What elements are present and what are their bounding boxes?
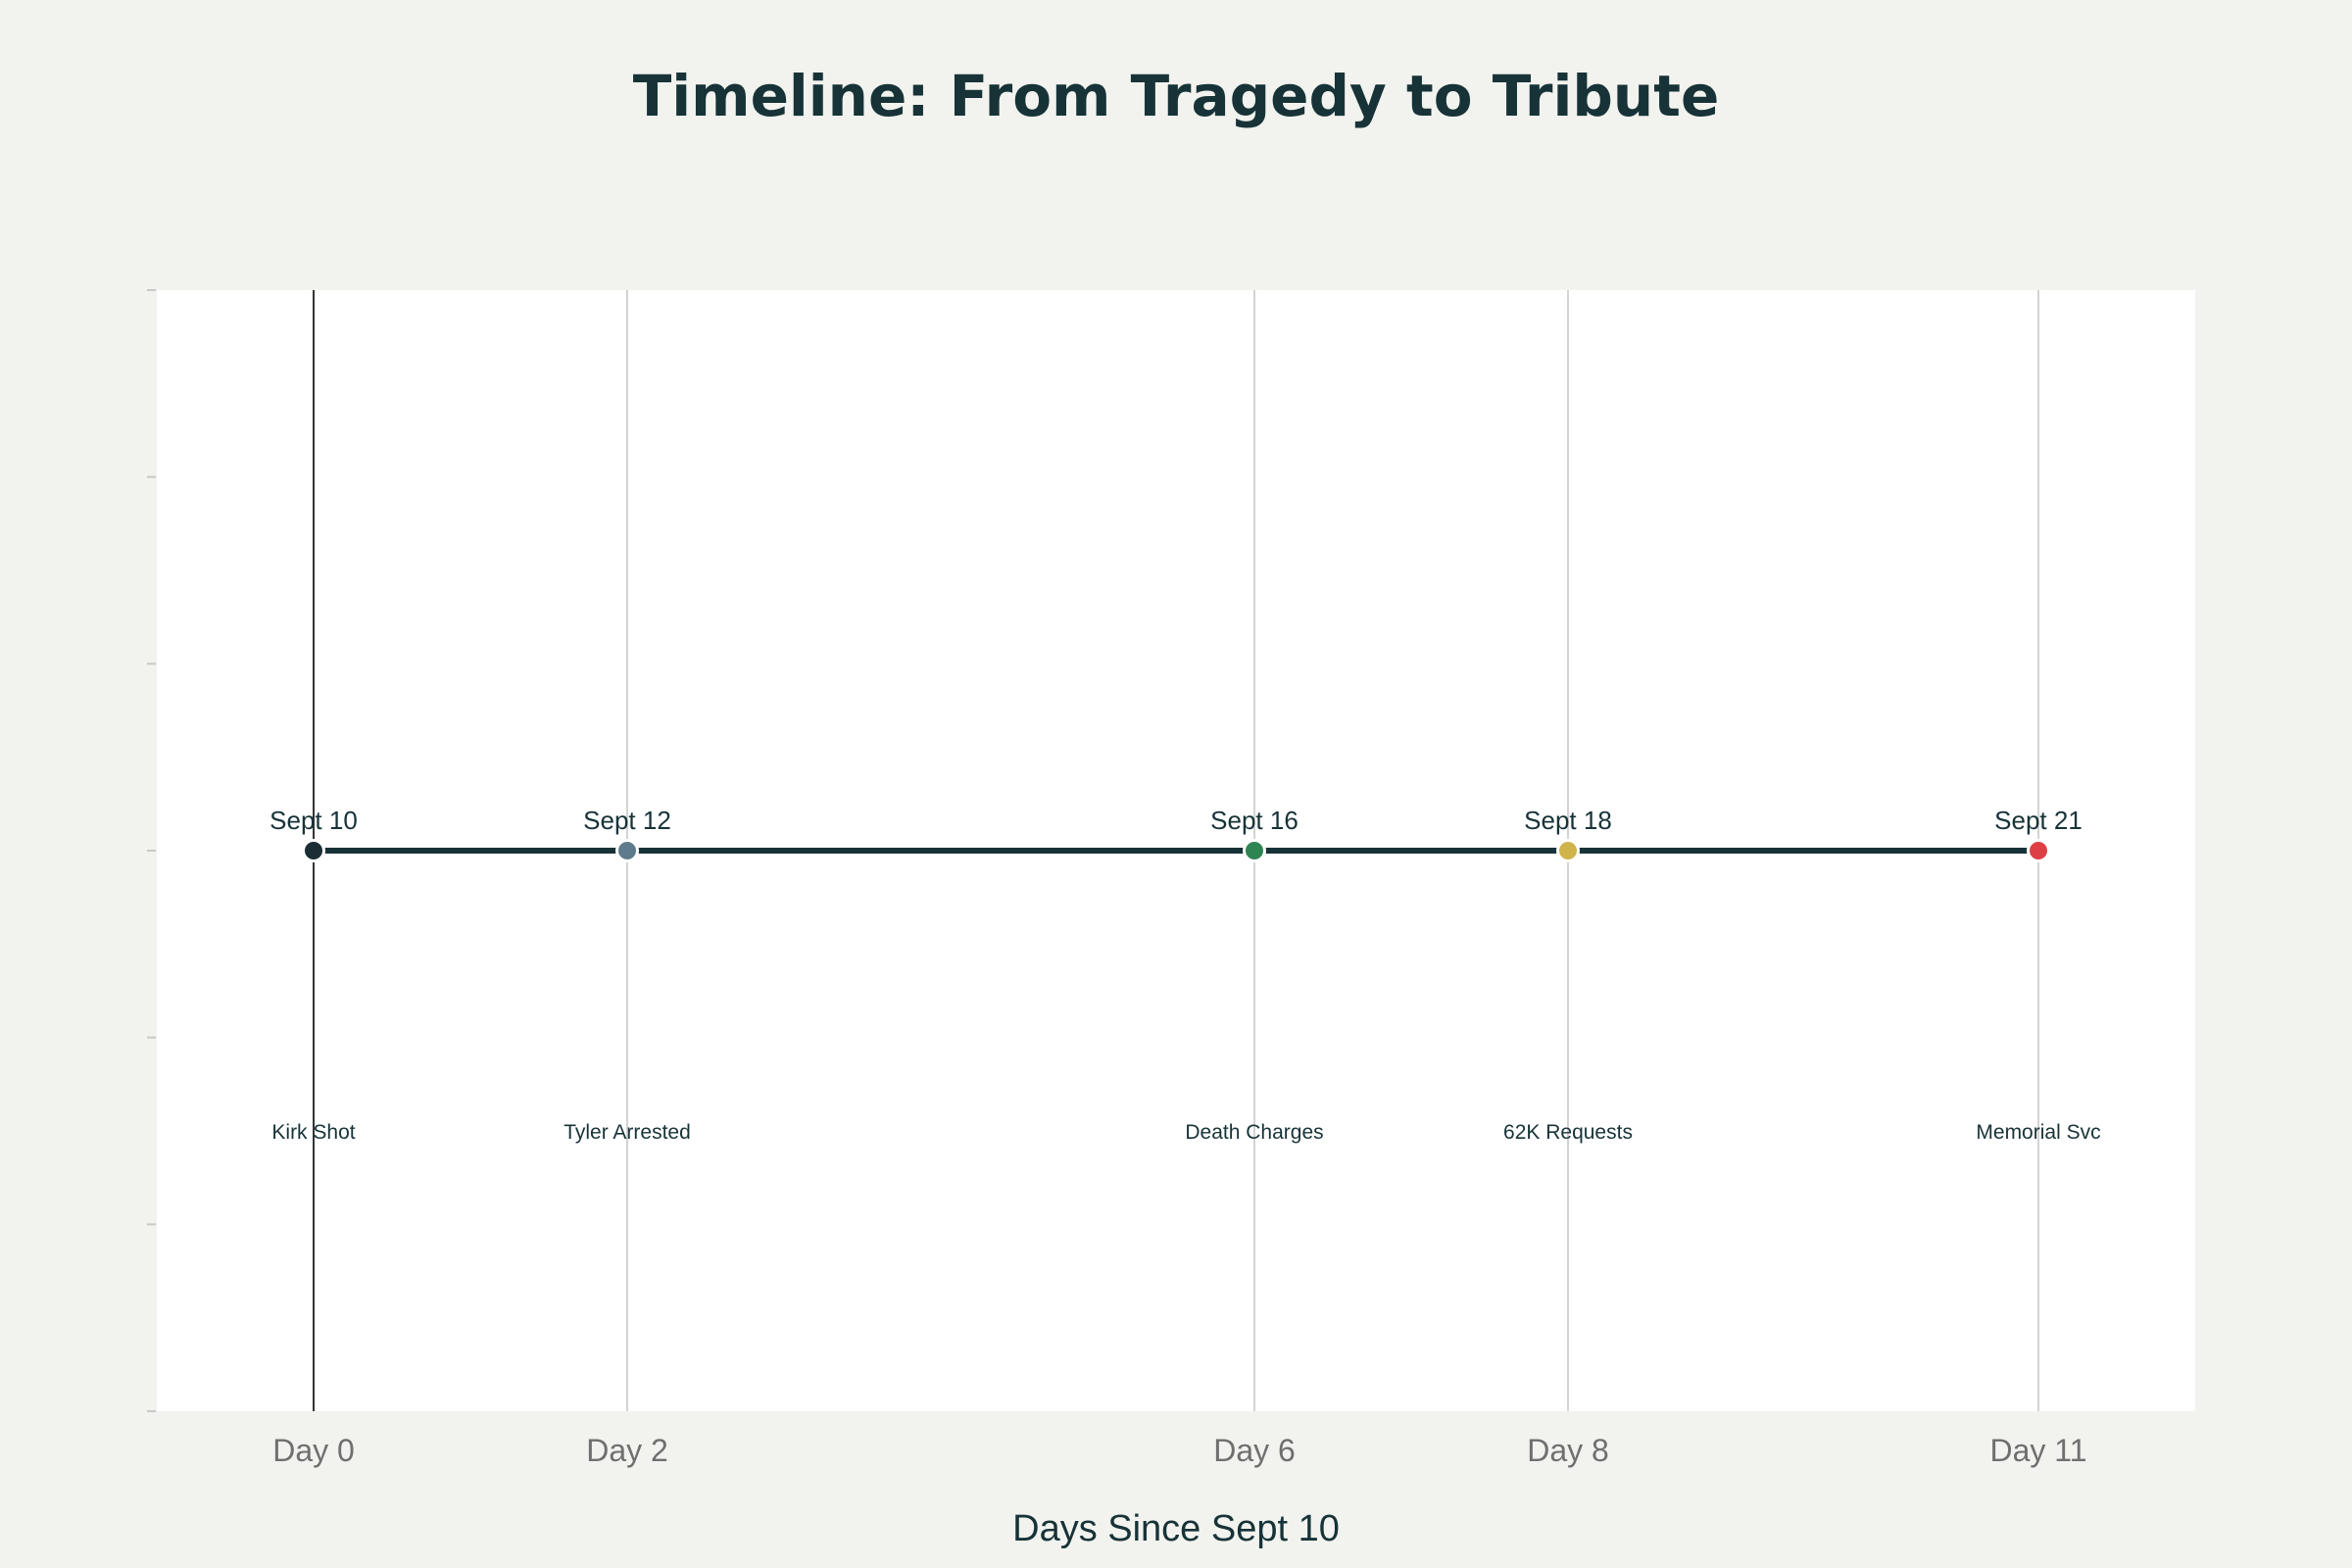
event-label: Memorial Svc: [1976, 1121, 2100, 1144]
x-axis-tick-labels: Day 0 Day 2 Day 6 Day 8 Day 11: [272, 1433, 2086, 1468]
data-point: [615, 839, 639, 862]
chart-title: Timeline: From Tragedy to Tribute: [633, 63, 1720, 129]
date-label: Sept 10: [270, 806, 358, 835]
data-labels: Sept 10 Kirk Shot Sept 12 Tyler Arrested Sep…: [270, 806, 2100, 1144]
event-label: Tyler Arrested: [564, 1121, 691, 1144]
data-point: [1243, 839, 1266, 862]
x-axis-title: Days Since Sept 10: [1012, 1508, 1340, 1549]
data-point: [302, 839, 325, 862]
x-tick-label: Day 6: [1213, 1433, 1296, 1468]
event-label: Kirk Shot: [271, 1121, 355, 1144]
event-label: Death Charges: [1185, 1121, 1323, 1144]
date-label: Sept 12: [583, 806, 671, 835]
x-tick-label: Day 2: [586, 1433, 668, 1468]
event-label: 62K Requests: [1503, 1121, 1633, 1144]
data-point: [2027, 839, 2050, 862]
date-label: Sept 21: [1994, 806, 2082, 835]
data-points: [302, 839, 2050, 862]
y-axis-ticks: [147, 289, 156, 1412]
x-tick-label: Day 0: [272, 1433, 355, 1468]
data-point: [1556, 839, 1580, 862]
date-label: Sept 18: [1524, 806, 1612, 835]
x-tick-label: Day 8: [1527, 1433, 1609, 1468]
x-tick-label: Day 11: [1989, 1433, 2086, 1468]
date-label: Sept 16: [1210, 806, 1298, 835]
